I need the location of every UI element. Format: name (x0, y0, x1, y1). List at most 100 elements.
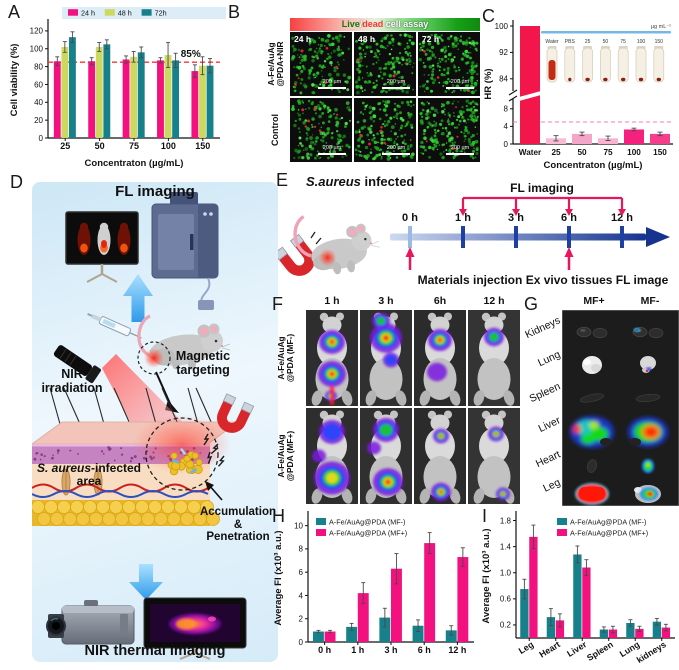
mouse-magnet-icon (278, 215, 380, 276)
svg-text:1 h: 1 h (455, 212, 471, 224)
panel-g-label: G (524, 294, 539, 314)
svg-text:25: 25 (551, 148, 561, 157)
svg-text:Concentraton (µg/mL): Concentraton (µg/mL) (544, 160, 643, 171)
svg-text:84: 84 (499, 75, 508, 84)
svg-text:HR (%): HR (%) (483, 68, 494, 99)
scale-bar (318, 87, 346, 89)
svg-text:PBS: PBS (565, 39, 576, 45)
fl-mouse-image (306, 408, 358, 504)
svg-text:50: 50 (577, 148, 587, 157)
fl-mouse-image (414, 310, 466, 406)
svg-text:75: 75 (620, 39, 626, 45)
svg-text:A-Fe/AuAg@PDA (MF+): A-Fe/AuAg@PDA (MF+) (570, 529, 648, 538)
svg-text:Average FI (x10³ a.u.): Average FI (x10³ a.u.) (481, 528, 492, 623)
g-col-mf-minus: MF- (640, 295, 660, 307)
panel-c: C 0 4 8 84 92 100 HR (%) Water 25 50 75 100 150 Conce… (480, 0, 679, 172)
row-label-treated: A-Fe/AuAg @PDA+NIR (265, 41, 285, 87)
scale-bar-label: 200 µm (386, 79, 406, 85)
svg-text:25: 25 (585, 39, 591, 45)
scale-bar-label: 200 µm (322, 145, 342, 151)
f-col-3h: 3 h (378, 295, 394, 307)
panel-h-label: H (272, 506, 285, 526)
svg-text:48 h: 48 h (118, 8, 132, 17)
panel-i: I 0.2 0.6 1.0 1.4 1.8 Average FI (x10³ a.u.) L… (478, 506, 679, 668)
svg-text:85%: 85% (181, 49, 201, 60)
svg-text:3 h: 3 h (384, 645, 397, 655)
banner-slash: / (359, 19, 363, 29)
micrograph-24h-control (290, 98, 352, 162)
average-fi-time-chart: 0 2 4 6 8 10 Average FI (x10³ a.u.) 0 h 1 h 3 h 6 … (273, 511, 474, 655)
time-label-24h: 24 h (294, 34, 312, 44)
cell-viability-chart: 0 20 40 60 80 100 120 Cell viability (%) 85% 25 50… (9, 7, 226, 168)
scale-bar (446, 87, 474, 89)
svg-text:0 h: 0 h (318, 645, 331, 655)
f-row-label-mf-minus: A-Fe/AuAg @PDA (MF-) (275, 333, 295, 383)
panel-h: H 0 2 4 6 8 10 Average FI (x10³ a.u.) 0 h 1 h 3 h… (272, 506, 480, 668)
svg-text:8: 8 (504, 105, 509, 114)
fl-mouse-image (468, 408, 520, 504)
banner-dead-text: dead (362, 19, 384, 29)
svg-text:60: 60 (34, 80, 43, 89)
svg-text:A-Fe/AuAg@PDA (MF-): A-Fe/AuAg@PDA (MF-) (570, 518, 646, 527)
micrograph-48h-control (354, 98, 416, 162)
svg-text:150: 150 (195, 141, 210, 151)
svg-text:120: 120 (30, 27, 44, 36)
scale-bar (382, 153, 410, 155)
svg-text:100: 100 (161, 141, 176, 151)
svg-text:6 h: 6 h (418, 645, 431, 655)
fl-mouse-image (414, 408, 466, 504)
svg-text:2: 2 (299, 615, 304, 624)
scale-bar-label: 200 µm (450, 145, 470, 151)
svg-text:150: 150 (655, 39, 664, 45)
svg-text:3 h: 3 h (508, 212, 524, 224)
svg-text:100: 100 (627, 148, 641, 157)
schematic-box: FL imaging NIR irradiation Magnetic targ… (32, 182, 278, 662)
svg-text:4: 4 (504, 122, 509, 131)
svg-text:12 h: 12 h (611, 212, 633, 224)
scale-bar-label: 200 µm (322, 79, 342, 85)
svg-text:Materials injection: Materials injection (418, 273, 523, 287)
panel-g: G MF+ MF- Kidneys Lung Spleen Liver Hear… (523, 294, 679, 508)
f-col-6h: 6h (433, 295, 447, 307)
svg-text:24 h: 24 h (81, 8, 95, 17)
row-label-control: Control (270, 114, 281, 146)
svg-text:kidneys: kidneys (635, 639, 668, 665)
panel-b-label: B (228, 2, 241, 22)
f-row-label-mf-plus: A-Fe/AuAg @PDA (MF+) (275, 430, 295, 482)
banner-assay-text: cell assay (383, 19, 429, 29)
svg-text:0: 0 (39, 134, 44, 143)
time-label-48h: 48 h (358, 34, 376, 44)
live-dead-banner: Live/dead cell assay (290, 18, 480, 31)
scale-bar (446, 153, 474, 155)
panel-e-label: E (276, 170, 289, 190)
accumulation-penetration-label: Accumulation & Penetration (199, 506, 277, 544)
f-col-1h: 1 h (324, 295, 340, 307)
svg-text:92: 92 (499, 48, 508, 57)
banner-live-text: Live (341, 19, 360, 29)
average-fi-organ-chart: 0.2 0.6 1.0 1.4 1.8 Average FI (x10³ a.u.) Leg… (481, 511, 675, 665)
svg-text:Water: Water (519, 148, 542, 157)
scale-bar (318, 153, 346, 155)
magnetic-targeting-label: Magnetic targeting (175, 349, 231, 377)
micrograph-72h-control (418, 98, 480, 162)
scale-bar-label: 200 µm (450, 79, 470, 85)
nir-irradiation-label: NIR irradiation (41, 367, 103, 395)
svg-text:1 h: 1 h (351, 645, 364, 655)
svg-text:50: 50 (603, 39, 609, 45)
svg-text:4: 4 (299, 591, 304, 600)
micrograph-24h-treated (290, 32, 352, 96)
ex-vivo-organs-image (562, 310, 679, 506)
svg-text:A-Fe/AuAg@PDA (MF+): A-Fe/AuAg@PDA (MF+) (329, 529, 407, 538)
svg-text:Average FI (x10³ a.u.): Average FI (x10³ a.u.) (273, 530, 284, 625)
svg-text:100: 100 (30, 45, 44, 54)
svg-text:50: 50 (95, 141, 105, 151)
time-label-72h: 72 h (422, 34, 440, 44)
svg-text:8: 8 (299, 545, 304, 554)
micrograph-72h-treated (418, 32, 480, 96)
fl-mouse-image (468, 310, 520, 406)
schematic-art (32, 192, 255, 660)
svg-text:0: 0 (504, 140, 509, 149)
svg-text:75: 75 (129, 141, 139, 151)
panel-b: B Live/dead cell assay A-Fe/AuAg @PDA+NI… (228, 2, 480, 166)
